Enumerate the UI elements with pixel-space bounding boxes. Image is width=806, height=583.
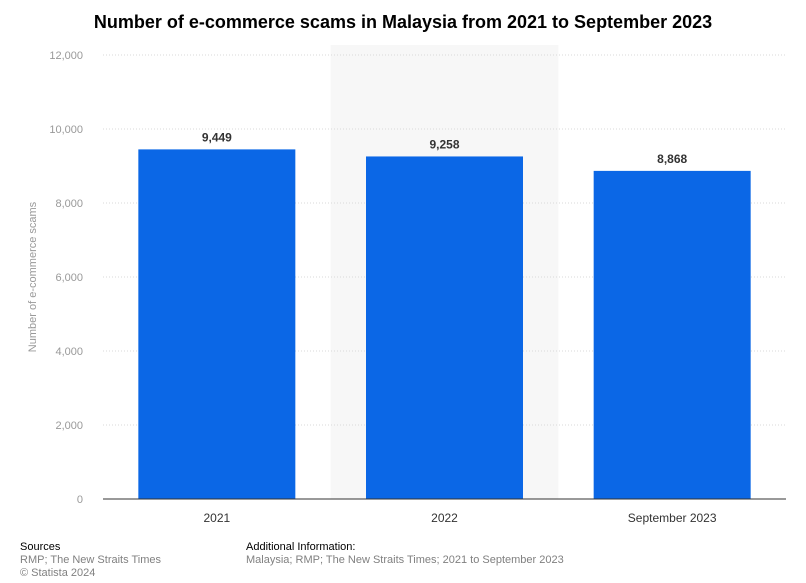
bar bbox=[593, 170, 751, 499]
y-tick-label: 6,000 bbox=[55, 272, 83, 284]
copyright-text: © Statista 2024 bbox=[20, 567, 96, 579]
sources-heading: Sources bbox=[20, 541, 61, 553]
chart-title: Number of e-commerce scams in Malaysia f… bbox=[93, 12, 713, 32]
additional-info-text: Malaysia; RMP; The New Straits Times; 20… bbox=[246, 554, 564, 566]
sources-block: Sources RMP; The New Straits Times © Sta… bbox=[20, 541, 161, 580]
y-tick-label: 0 bbox=[77, 494, 83, 506]
y-tick-label: 2,000 bbox=[55, 420, 83, 432]
y-tick-label: 4,000 bbox=[55, 346, 83, 358]
x-tick-label: 2021 bbox=[203, 511, 230, 525]
y-tick-label: 8,000 bbox=[55, 198, 83, 210]
bar bbox=[138, 149, 296, 499]
data-label: 9,449 bbox=[202, 130, 232, 144]
data-label: 8,868 bbox=[657, 152, 687, 166]
additional-info-block: Additional Information: Malaysia; RMP; T… bbox=[246, 541, 564, 567]
additional-info-heading: Additional Information: bbox=[246, 541, 356, 553]
y-tick-label: 10,000 bbox=[49, 124, 83, 136]
bars bbox=[138, 149, 751, 500]
data-label: 9,258 bbox=[429, 137, 459, 151]
data-labels: 9,449 9,258 8,868 bbox=[202, 130, 688, 165]
bar bbox=[366, 156, 523, 500]
y-tick-label: 12,000 bbox=[49, 50, 83, 62]
y-axis-ticks: 0 2,000 4,000 6,000 8,000 10,000 12,000 bbox=[49, 50, 83, 506]
x-tick-label: 2022 bbox=[431, 511, 458, 525]
x-axis-ticks: 2021 2022 September 2023 bbox=[203, 511, 716, 525]
sources-text: RMP; The New Straits Times bbox=[20, 554, 161, 566]
y-axis-label: Number of e-commerce scams bbox=[27, 201, 39, 352]
x-tick-label: September 2023 bbox=[628, 511, 717, 525]
